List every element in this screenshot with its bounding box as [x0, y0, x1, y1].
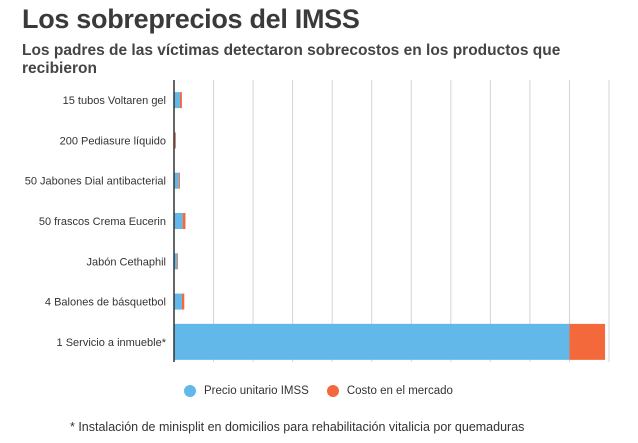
category-label: Jabón Cethaphil [86, 256, 166, 268]
category-label: 1 Servicio a inmueble* [57, 337, 167, 349]
bar-segment-mercado [175, 132, 176, 149]
category-label: 50 Jabones Dial antibacterial [25, 176, 166, 188]
category-label: 200 Pediasure líquido [60, 135, 166, 147]
grid-lines [213, 80, 610, 362]
chart-title: Los sobreprecios del IMSS [22, 4, 360, 34]
footnote: * Instalación de minisplit en domicilios… [70, 420, 525, 434]
legend-item-imss: Precio unitario IMSS [184, 385, 309, 397]
bar-segment-imss [174, 323, 570, 360]
legend: Precio unitario IMSS Costo en el mercado [184, 385, 471, 397]
legend-item-mercado: Costo en el mercado [326, 385, 453, 397]
bar-segment-mercado [182, 213, 186, 229]
bar-segment-mercado [179, 92, 182, 109]
category-label: 50 frascos Crema Eucerin [39, 216, 166, 228]
legend-label-imss: Precio unitario IMSS [204, 385, 309, 397]
legend-label-mercado: Costo en el mercado [346, 385, 453, 397]
category-label: 15 tubos Voltaren gel [63, 95, 166, 107]
category-labels: 15 tubos Voltaren gel 200 Pediasure líqui… [25, 95, 167, 349]
bar-segment-mercado [178, 172, 180, 189]
bar-segment-imss [174, 92, 180, 109]
legend-swatch-mercado [326, 385, 339, 397]
bar-segment-imss [174, 293, 182, 310]
category-label: 4 Balones de básquetbol [45, 297, 166, 309]
bar-segment-mercado [177, 253, 178, 270]
bars [174, 92, 606, 360]
bar-segment-mercado [569, 323, 606, 360]
bar-segment-imss [174, 253, 178, 270]
bar-segment-imss [174, 172, 179, 189]
bar-segment-imss [174, 213, 183, 229]
legend-swatch-imss [184, 385, 196, 397]
bar-chart: 15 tubos Voltaren gel 200 Pediasure líqui… [25, 80, 610, 362]
bar-segment-mercado [181, 293, 185, 310]
chart-subtitle: Los padres de las víctimas detectaron so… [22, 42, 561, 77]
